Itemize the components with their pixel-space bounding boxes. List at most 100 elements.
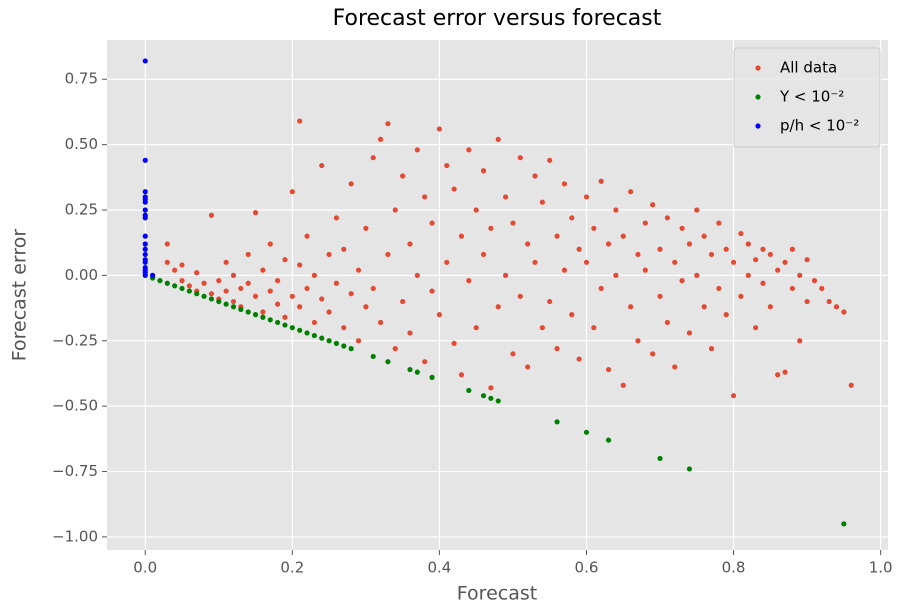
legend-label: p/h < 10⁻² [780,117,859,135]
data-point [370,155,376,161]
data-point [804,298,810,305]
data-point [716,220,722,226]
data-point [797,338,803,344]
data-point [613,272,619,278]
data-point [554,233,560,239]
data-point [738,230,744,237]
data-point [289,189,295,195]
data-point [245,251,251,258]
data-point [252,293,259,299]
data-point [194,270,200,276]
data-point [767,251,773,258]
data-point [804,257,810,263]
data-point [414,369,420,375]
data-point [539,199,545,205]
x-tick-label: 0.2 [280,559,304,577]
data-point [583,429,590,435]
data-point [561,181,568,187]
data-point [414,272,420,278]
data-point [297,304,303,310]
y-tick-label: −0.50 [52,397,98,415]
data-point [554,346,560,352]
data-point [569,312,575,318]
data-point [760,246,766,252]
data-point [422,194,428,200]
data-point [444,162,450,169]
data-point [355,338,362,344]
data-point [495,304,501,310]
data-point [502,272,509,278]
data-point [429,288,435,294]
data-point [326,309,332,315]
data-point [304,330,310,336]
data-point [444,259,450,265]
legend-label: All data [780,59,837,77]
data-point [370,285,376,292]
data-point [142,189,148,195]
data-point [488,395,494,401]
data-point [730,393,737,399]
data-point [605,366,612,373]
data-point [377,319,384,326]
data-point [466,147,472,153]
data-point [841,309,847,315]
data-point [297,262,303,268]
x-tick-label: 0.8 [722,559,746,577]
legend-box [733,47,881,148]
data-point [311,332,317,339]
data-point [723,312,729,318]
data-point [591,325,597,331]
data-point [252,312,259,318]
data-point [348,291,354,297]
data-point [429,220,435,226]
data-point [466,278,472,284]
data-point [267,288,273,294]
data-point [730,259,737,265]
data-point [275,301,281,307]
data-point [142,199,148,205]
points [142,58,854,527]
y-tick-label: 0.50 [65,135,98,153]
data-point [458,372,465,378]
data-point [238,285,244,292]
data-point [201,293,207,299]
data-point [341,246,347,252]
data-point [789,285,795,292]
data-point [738,293,744,299]
data-point [201,280,207,286]
data-point [275,278,281,284]
data-point [245,280,251,286]
data-point [260,309,266,315]
data-point [451,186,457,192]
data-point [657,246,663,252]
data-point [525,364,531,370]
data-point [775,267,781,273]
data-point [186,288,192,294]
data-point [326,338,332,344]
data-point [333,280,340,286]
legend-label: Y < 10⁻² [779,88,844,106]
data-point [348,346,354,352]
data-point [672,364,678,370]
data-point [363,225,369,231]
data-point [414,147,420,153]
data-point [525,241,531,247]
data-point [789,246,795,252]
data-point [694,207,700,213]
data-point [598,285,604,292]
data-point [142,233,148,239]
data-point [517,293,523,299]
data-point [172,267,178,273]
data-point [664,215,670,221]
data-point [451,340,457,346]
legend-marker [755,65,761,71]
data-point [547,157,553,163]
data-point [753,325,759,331]
data-point [142,251,148,258]
data-point [605,241,612,247]
data-point [635,338,641,344]
data-point [179,262,185,268]
data-point [208,291,215,297]
data-point [275,319,281,326]
